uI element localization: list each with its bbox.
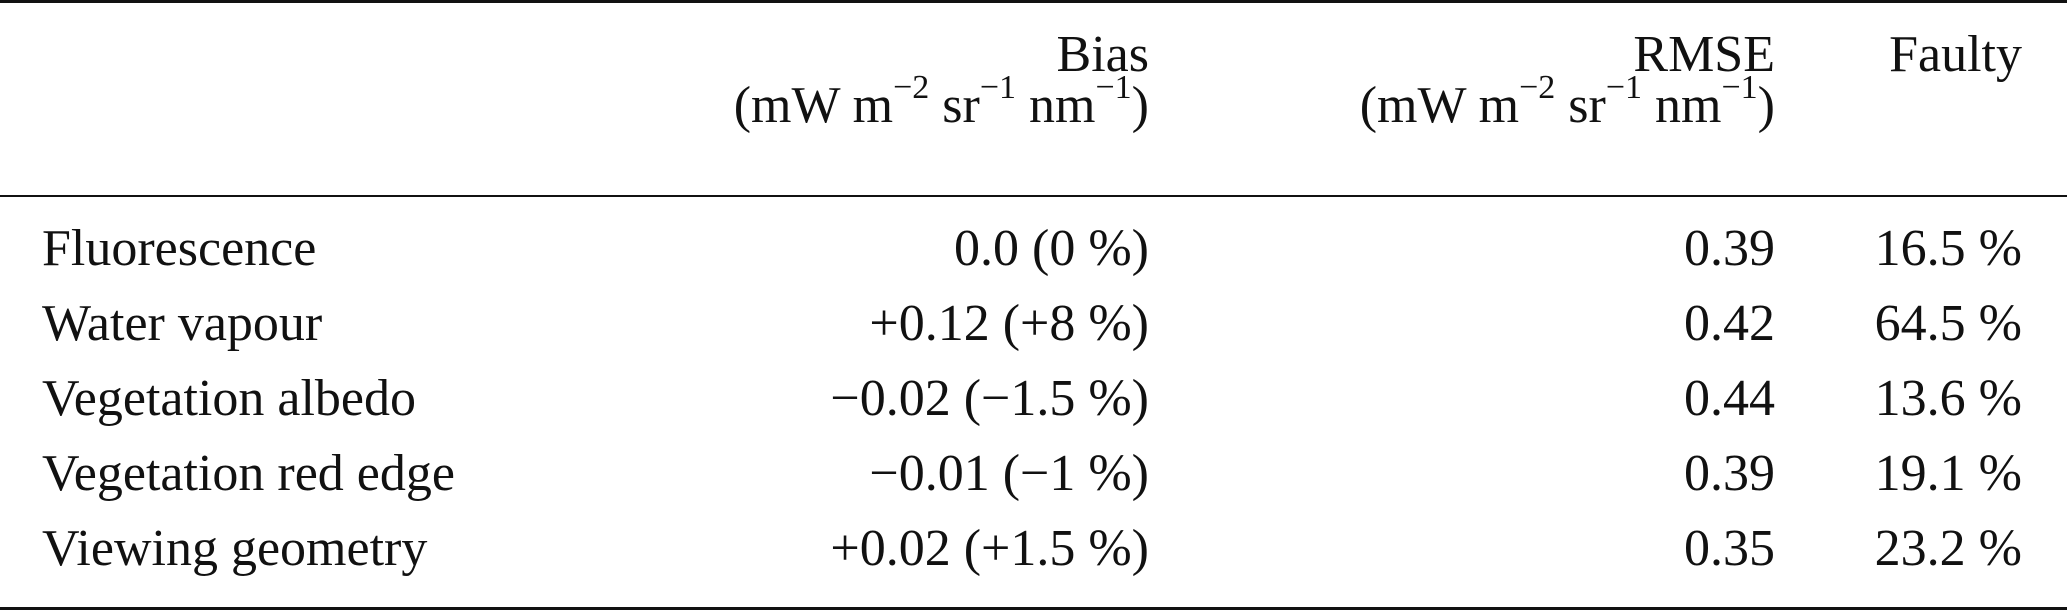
- top-rule: [0, 0, 2067, 3]
- row-bias: +0.12 (+8 %): [869, 295, 1149, 352]
- row-bias: −0.01 (−1 %): [869, 445, 1149, 502]
- row-faulty: 64.5 %: [1874, 295, 2022, 352]
- header-bias-name: Bias: [1056, 26, 1149, 83]
- header-faulty-name: Faulty: [1889, 26, 2022, 83]
- rmse-unit-exp3: −1: [1721, 68, 1758, 106]
- bottom-rule: [0, 607, 2067, 610]
- bias-unit-exp2: −1: [979, 68, 1017, 106]
- bias-unit-prefix: (mW m: [733, 77, 894, 134]
- header-bias-unit: (mW m−2 sr−1 nm−1): [733, 70, 1149, 136]
- row-rmse: 0.42: [1684, 295, 1775, 352]
- row-rmse: 0.35: [1684, 520, 1775, 577]
- rmse-unit-mid2: nm: [1642, 77, 1722, 134]
- row-faulty: 23.2 %: [1874, 520, 2022, 577]
- row-bias: 0.0 (0 %): [954, 220, 1149, 277]
- row-bias: +0.02 (+1.5 %): [830, 520, 1149, 577]
- bias-unit-suffix: ): [1131, 77, 1149, 134]
- rmse-unit-suffix: ): [1757, 77, 1775, 134]
- rmse-unit-mid1: sr: [1555, 77, 1606, 134]
- row-label: Water vapour: [42, 295, 323, 352]
- bias-unit-mid1: sr: [929, 77, 980, 134]
- rmse-unit-exp2: −1: [1605, 68, 1643, 106]
- row-faulty: 19.1 %: [1874, 445, 2022, 502]
- rmse-unit-prefix: (mW m: [1359, 77, 1520, 134]
- header-rmse-name: RMSE: [1633, 26, 1775, 83]
- rmse-unit-exp1: −2: [1519, 68, 1556, 106]
- row-rmse: 0.39: [1684, 445, 1775, 502]
- header-rmse-unit: (mW m−2 sr−1 nm−1): [1359, 70, 1775, 136]
- header-rule: [0, 195, 2067, 197]
- row-rmse: 0.39: [1684, 220, 1775, 277]
- bias-unit-mid2: nm: [1016, 77, 1096, 134]
- row-rmse: 0.44: [1684, 370, 1775, 427]
- row-label: Vegetation red edge: [42, 445, 455, 502]
- row-faulty: 16.5 %: [1874, 220, 2022, 277]
- row-label: Vegetation albedo: [42, 370, 416, 427]
- bias-unit-exp1: −2: [893, 68, 930, 106]
- row-label: Viewing geometry: [42, 520, 428, 577]
- row-faulty: 13.6 %: [1874, 370, 2022, 427]
- row-bias: −0.02 (−1.5 %): [830, 370, 1149, 427]
- row-label: Fluorescence: [42, 220, 317, 277]
- bias-unit-exp3: −1: [1095, 68, 1132, 106]
